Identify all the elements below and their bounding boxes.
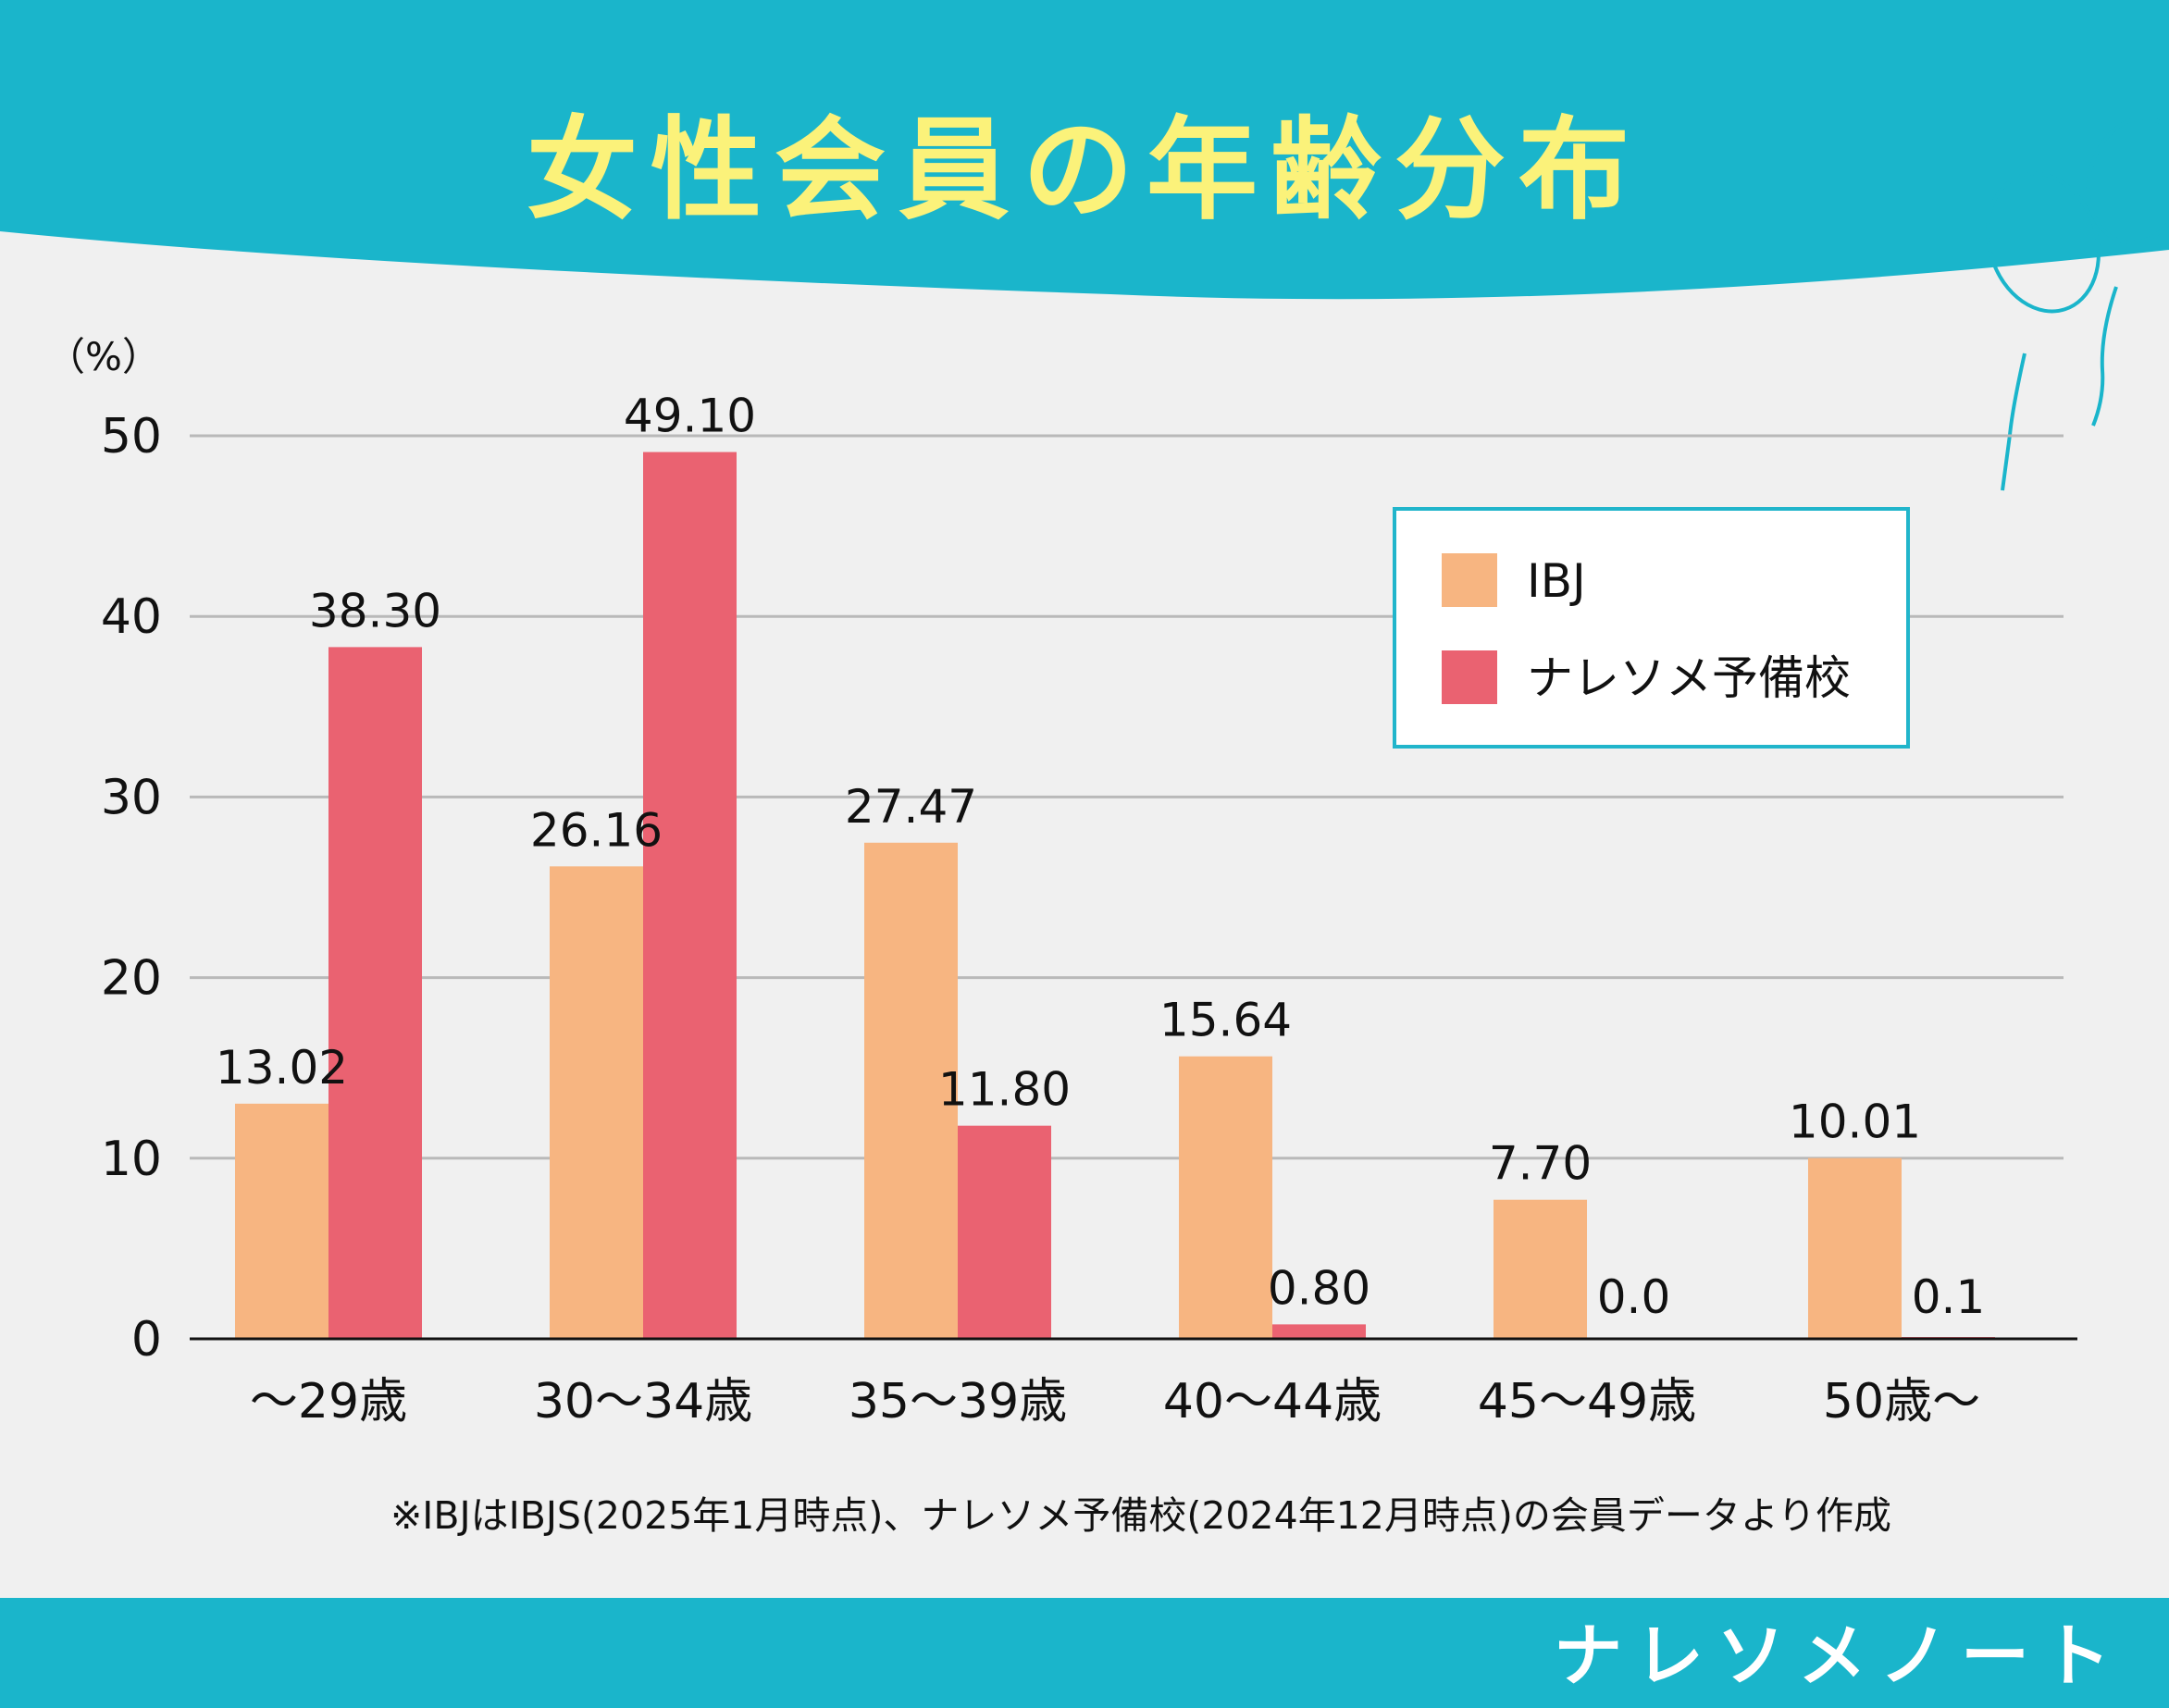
value-label-naresome-3: 0.80 (1268, 1261, 1370, 1315)
chart-title: 女性会員の年齢分布 (527, 106, 1642, 235)
legend: IBJ ナレソメ予備校 (1393, 507, 1910, 749)
y-tick-label: 0 (131, 1312, 162, 1368)
y-tick-label: 50 (101, 409, 162, 464)
legend-swatch-naresome (1442, 650, 1497, 704)
value-label-naresome-2: 11.80 (938, 1063, 1071, 1117)
value-labels: 13.02 38.30 26.16 49.10 27.47 11.80 15.64 0.80 7… (216, 390, 1985, 1324)
bar-naresome-2 (958, 1125, 1051, 1339)
brand-logo: ナレソメノート (1554, 1616, 2124, 1696)
y-axis-ticks: 0 10 20 30 40 50 (101, 409, 162, 1368)
y-tick-label: 20 (101, 951, 162, 1007)
bar-naresome-3 (1272, 1324, 1366, 1339)
bars (235, 452, 1995, 1339)
value-label-naresome-5: 0.1 (1912, 1270, 1986, 1324)
x-category-label: 50歳～ (1823, 1374, 1980, 1430)
y-tick-label: 30 (101, 770, 162, 825)
value-label-ibj-3: 15.64 (1159, 994, 1292, 1047)
y-tick-label: 10 (101, 1132, 162, 1187)
bar-naresome-0 (328, 647, 422, 1339)
value-label-naresome-4: 0.0 (1597, 1270, 1671, 1324)
value-label-ibj-2: 27.47 (845, 780, 977, 834)
value-label-naresome-0: 38.30 (309, 584, 441, 637)
footnote: ※IBJはIBJS(2025年1月時点)、ナレソメ予備校(2024年12月時点)… (390, 1493, 1891, 1538)
y-tick-label: 40 (101, 589, 162, 645)
legend-swatch-ibj (1442, 553, 1497, 607)
legend-box (1393, 507, 1910, 749)
x-category-label: 45～49歳 (1478, 1374, 1696, 1430)
value-label-ibj-0: 13.02 (216, 1041, 348, 1095)
y-axis-unit-label: （%） (46, 334, 161, 379)
category-labels: ～29歳 30～34歳 35～39歳 40～44歳 45～49歳 50歳～ (250, 1374, 1980, 1430)
x-category-label: 35～39歳 (849, 1374, 1067, 1430)
x-category-label: ～29歳 (250, 1374, 407, 1430)
bar-ibj-0 (235, 1103, 328, 1339)
bar-naresome-1 (643, 452, 737, 1339)
value-label-naresome-1: 49.10 (624, 390, 756, 443)
bar-ibj-3 (1179, 1056, 1272, 1339)
legend-label-naresome: ナレソメ予備校 (1527, 651, 1851, 705)
footer-band (0, 1598, 2169, 1708)
x-category-label: 30～34歳 (534, 1374, 752, 1430)
balloon-icon (1986, 116, 2169, 491)
header-band (0, 0, 2169, 300)
value-label-ibj-1: 26.16 (530, 803, 663, 857)
bar-ibj-1 (550, 866, 643, 1339)
bar-ibj-5 (1808, 1157, 1902, 1339)
value-label-ibj-4: 7.70 (1489, 1137, 1592, 1191)
bar-ibj-2 (864, 842, 958, 1339)
x-category-label: 40～44歳 (1163, 1374, 1382, 1430)
value-label-ibj-5: 10.01 (1789, 1095, 1921, 1149)
legend-label-ibj: IBJ (1527, 554, 1586, 608)
bar-ibj-4 (1494, 1199, 1587, 1339)
